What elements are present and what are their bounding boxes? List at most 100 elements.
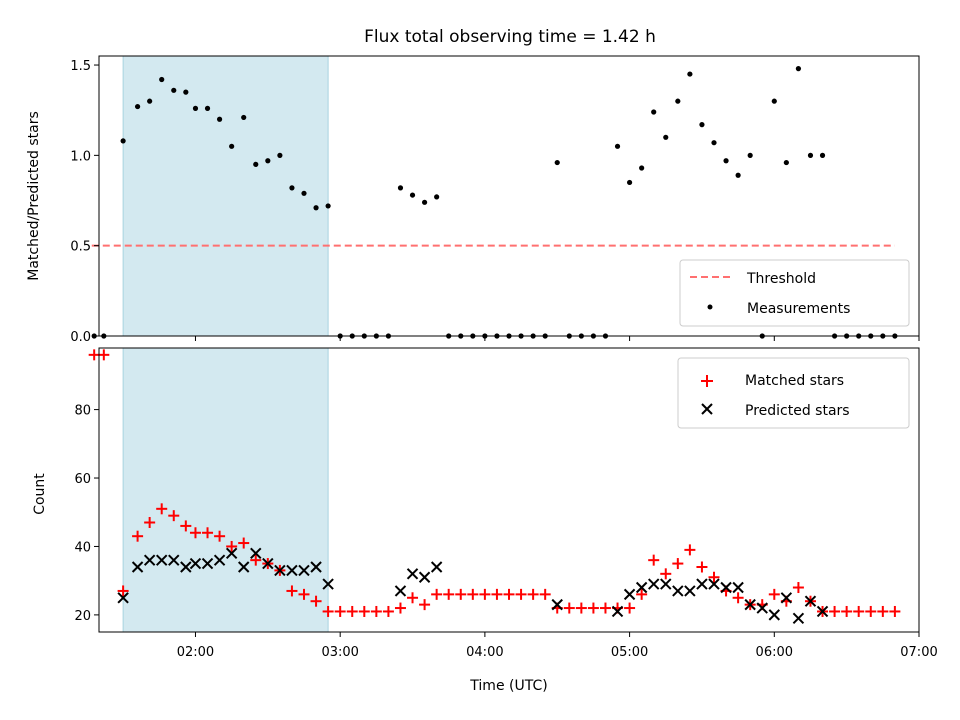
matched-star-point [419, 599, 431, 611]
top-axes-frame [98, 55, 920, 337]
predicted-star-point [298, 564, 310, 577]
measurement-point [807, 152, 814, 158]
measurement-point [747, 152, 753, 158]
matched-star-point [370, 605, 382, 617]
shaded-interval [122, 347, 329, 633]
predicted-star-point [804, 595, 817, 607]
measurement-point [639, 165, 645, 171]
matched-star-point [226, 540, 238, 552]
predicted-star-point [406, 568, 419, 580]
measurement-point [735, 172, 741, 178]
matched-star-point [431, 588, 443, 600]
predicted-star-point [168, 554, 180, 566]
matched-star-point [648, 554, 660, 566]
legend-matched-label: Matched stars [745, 373, 844, 389]
matched-star-point [358, 605, 370, 617]
predicted-star-point [696, 578, 708, 590]
matched-star-point [587, 602, 599, 614]
matched-star-point [491, 588, 503, 600]
predicted-star-point [647, 578, 660, 590]
matched-star-point [732, 592, 744, 604]
matched-star-point [467, 588, 479, 600]
matched-star-point [443, 588, 455, 600]
measurement-point [614, 143, 621, 149]
matched-star-point [660, 568, 672, 580]
shaded-interval [122, 55, 329, 337]
matched-star-point [841, 605, 853, 617]
predicted-star-point [274, 564, 286, 577]
measurement-point [723, 158, 729, 164]
predicted-star-point [768, 609, 781, 621]
measurement-point [265, 158, 271, 164]
matched-star-point [298, 588, 310, 600]
measurement-point [675, 98, 681, 104]
predicted-star-point [551, 598, 563, 611]
x-tick-label: 06:00 [756, 645, 793, 660]
measurement-point [699, 122, 705, 128]
matched-star-point [768, 588, 780, 600]
matched-star-point [503, 588, 515, 600]
matched-star-point [117, 585, 129, 597]
x-tick-label: 05:00 [611, 645, 648, 660]
predicted-star-point [780, 592, 793, 604]
measurement-point [795, 66, 802, 72]
y-tick-label: 80 [74, 404, 91, 419]
predicted-star-point [201, 557, 214, 570]
matched-star-point [238, 537, 250, 549]
predicted-star-point [155, 554, 168, 566]
y-tick-label: 0.0 [70, 330, 91, 345]
predicted-star-point [660, 578, 672, 590]
matched-star-point [189, 527, 201, 539]
matched-star-point [286, 585, 298, 597]
measurement-point [313, 205, 319, 211]
predicted-star-point [250, 547, 262, 560]
matched-star-point [877, 605, 889, 617]
predicted-star-point [225, 547, 238, 560]
matched-star-point [202, 527, 214, 539]
measurement-point [663, 134, 669, 140]
top-legend: Threshold Measurements [679, 259, 910, 327]
predicted-star-point [213, 554, 226, 566]
y-tick-label: 0.5 [70, 240, 91, 255]
measurement-point [171, 87, 177, 93]
matched-star-point [599, 602, 611, 614]
predicted-star-point [623, 588, 636, 601]
matched-star-point [168, 510, 180, 522]
top-panel: Flux total observing time = 1.42 h 0.0 0.… [26, 27, 920, 345]
matched-star-point [88, 349, 100, 361]
matched-star-point [853, 605, 865, 617]
measurement-point [289, 185, 295, 191]
measurement-point [229, 143, 235, 149]
predicted-star-point [237, 561, 250, 573]
matched-star-point [250, 554, 262, 566]
matched-star-point [382, 605, 394, 617]
legend-measurements-swatch [707, 304, 713, 310]
matched-star-point [144, 517, 156, 529]
measurement-point [120, 138, 126, 144]
measurement-point [397, 185, 404, 191]
x-tick-label: 04:00 [466, 645, 503, 660]
measurement-point [192, 105, 199, 111]
measurement-point [783, 159, 789, 166]
predicted-star-point [322, 578, 334, 590]
matched-star-point [156, 503, 168, 515]
matched-star-point [515, 588, 527, 600]
measurement-point [134, 103, 141, 110]
matched-star-point [479, 588, 491, 600]
predicted-star-point [672, 585, 684, 597]
predicted-star-point [720, 581, 732, 594]
predicted-star-point [430, 561, 443, 573]
measurement-point [216, 116, 223, 122]
predicted-star-point [684, 585, 696, 597]
matched-star-point [407, 592, 419, 604]
y-tick-label: 40 [74, 540, 91, 555]
y-tick-label: 20 [74, 609, 91, 624]
measurement-point [183, 89, 189, 95]
y-tick-label: 1.5 [70, 59, 91, 74]
predicted-star-point [816, 605, 829, 618]
measurement-point [626, 179, 633, 186]
matched-star-point [322, 605, 334, 617]
measurement-point [277, 152, 283, 158]
predicted-star-point [708, 578, 720, 590]
